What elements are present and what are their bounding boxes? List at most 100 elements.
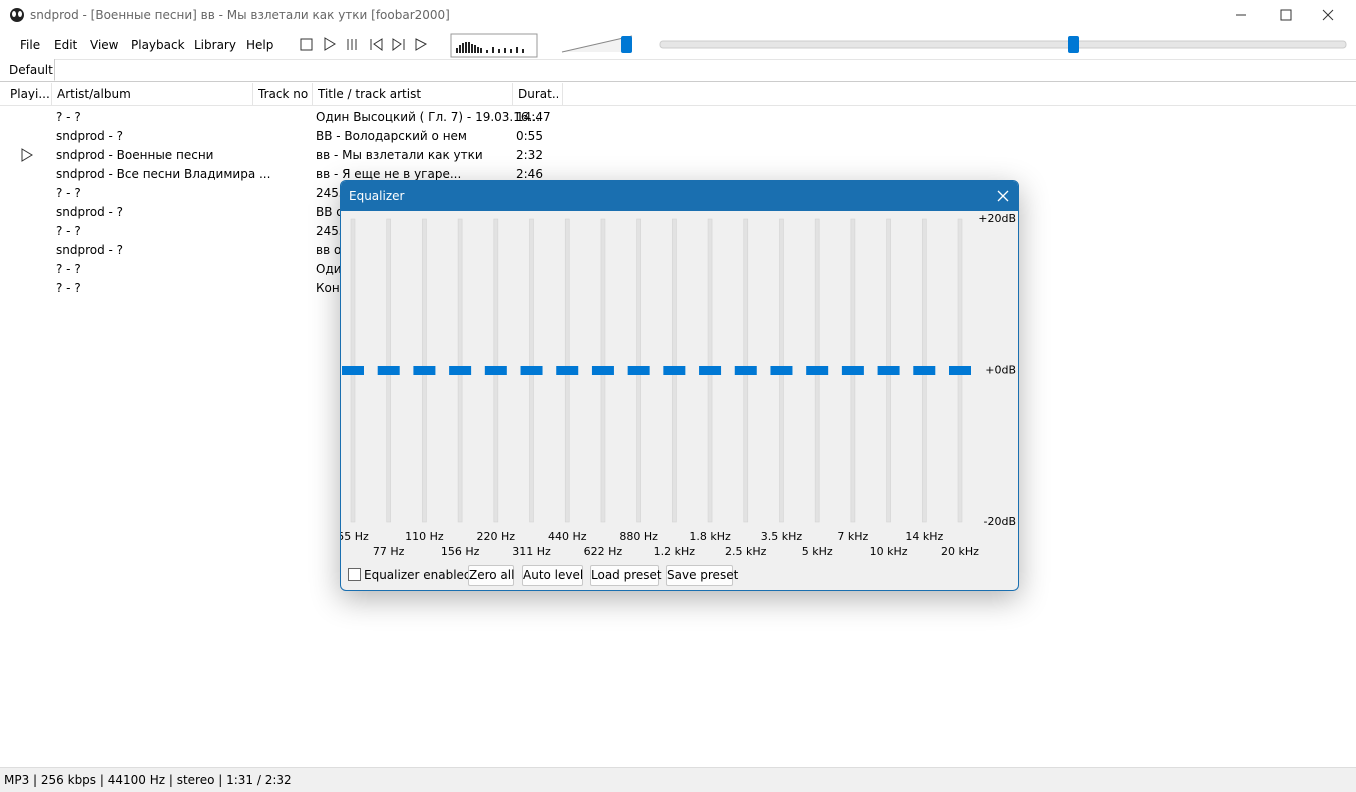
menu-item[interactable]: Edit — [54, 38, 78, 52]
slider-thumb[interactable] — [913, 366, 936, 375]
band-label: 7 kHz — [837, 530, 868, 543]
slider-thumb[interactable] — [591, 366, 614, 375]
playlist: ? - ? Один Высоцкий ( Гл. 7) - 19.03.16..… — [0, 107, 1356, 767]
dialog-close[interactable] — [996, 189, 1010, 203]
playlist-row[interactable]: sndprod - Военные песни вв - Мы взлетали … — [0, 145, 1356, 164]
title-cell: Конц — [316, 281, 348, 295]
column-divider — [312, 83, 313, 105]
column-title[interactable]: Title / track artist — [318, 88, 422, 100]
slider-thumb[interactable] — [377, 366, 400, 375]
menu-item[interactable]: Playback — [131, 38, 185, 52]
toolbar: File Edit View Playback Library Help — [0, 30, 1356, 60]
artist-cell: sndprod - ? — [56, 129, 124, 143]
tab-label: Default — [9, 63, 53, 77]
duration-cell: 2:32 — [516, 148, 543, 162]
slider-thumb[interactable] — [663, 366, 686, 375]
slider-thumb[interactable] — [484, 366, 507, 375]
slider-thumb[interactable] — [949, 366, 971, 375]
playlist-row[interactable]: ? - ? Конц — [0, 278, 1356, 297]
slider-thumb[interactable] — [770, 366, 793, 375]
slider-thumb[interactable] — [806, 366, 829, 375]
playlist-tab[interactable]: Default — [0, 59, 55, 81]
menu-item[interactable]: File — [20, 38, 41, 52]
title-cell: ВВ - Володарский о нем — [316, 129, 467, 143]
duration-cell: 0:55 — [516, 129, 543, 143]
duration-cell: 2:46 — [516, 167, 543, 181]
column-title[interactable]: Playi... — [10, 88, 50, 100]
band-label: 110 Hz — [405, 530, 444, 543]
artist-cell: ? - ? — [56, 281, 81, 295]
band-label: 880 Hz — [619, 530, 658, 543]
toolbar-controls — [300, 33, 1347, 58]
band-label: 3.5 kHz — [761, 530, 803, 543]
duration-cell: 14:47 — [516, 110, 551, 124]
menu-item[interactable]: Help — [246, 38, 274, 52]
playlist-row[interactable]: sndprod - ? ВВ о — [0, 202, 1356, 221]
title-cell: вв о — [316, 243, 342, 257]
column-divider — [252, 83, 253, 105]
enabled-label: Equalizer enabled — [364, 568, 472, 582]
menu-item[interactable]: Library — [194, 38, 236, 52]
artist-cell: ? - ? — [56, 186, 81, 200]
slider-thumb[interactable] — [699, 366, 722, 375]
column-title[interactable]: Track no — [258, 88, 308, 100]
window-title: sndprod - [Военные песни] вв - Мы взлета… — [30, 8, 450, 22]
dialog-title: Equalizer — [349, 189, 405, 203]
artist-cell: sndprod - Все песни Владимира ... — [56, 167, 271, 181]
artist-cell: sndprod - ? — [56, 205, 124, 219]
slider-thumb[interactable] — [520, 366, 543, 375]
column-title[interactable]: Artist/album — [57, 88, 131, 100]
enabled-checkbox[interactable] — [348, 568, 361, 581]
playlist-row[interactable]: ? - ? Один Высоцкий ( Гл. 7) - 19.03.16..… — [0, 107, 1356, 126]
band-label: 5 kHz — [802, 545, 833, 558]
band-label: 622 Hz — [584, 545, 623, 558]
window-controls[interactable] — [1220, 0, 1356, 30]
dialog-title-bar: Equalizer — [341, 181, 1018, 211]
slider-thumb[interactable] — [449, 366, 472, 375]
title-bar: sndprod - [Военные песни] вв - Мы взлета… — [0, 0, 1356, 30]
dialog-button[interactable]: Save preset — [666, 565, 738, 586]
status-bar: MP3 | 256 kbps | 44100 Hz | stereo | 1:3… — [0, 767, 1356, 792]
slider-thumb[interactable] — [413, 366, 436, 375]
band-label: 220 Hz — [477, 530, 516, 543]
db-label: -20dB — [984, 515, 1017, 528]
band-label: 14 kHz — [905, 530, 943, 543]
playlist-row[interactable]: sndprod - ? ВВ - Володарский о нем 0:55 — [0, 126, 1356, 145]
artist-cell: ? - ? — [56, 110, 81, 124]
menu-item[interactable]: View — [90, 38, 119, 52]
band-label: 20 kHz — [941, 545, 979, 558]
slider-thumb[interactable] — [877, 366, 900, 375]
band-label: 2.5 kHz — [725, 545, 767, 558]
playlist-row[interactable]: sndprod - Все песни Владимира ... вв - Я … — [0, 164, 1356, 183]
tab-border — [0, 81, 1356, 82]
band-label: 77 Hz — [373, 545, 405, 558]
status-text: MP3 | 256 kbps | 44100 Hz | stereo | 1:3… — [4, 773, 292, 787]
playing-icon — [21, 148, 33, 162]
playlist-row[interactable]: sndprod - ? вв о — [0, 240, 1356, 259]
playlist-row[interactable]: ? - ? 2455 — [0, 221, 1356, 240]
title-cell: вв - Мы взлетали как утки — [316, 148, 483, 162]
artist-cell: ? - ? — [56, 224, 81, 238]
slider-thumb[interactable] — [627, 366, 650, 375]
title-cell: Один Высоцкий ( Гл. 7) - 19.03.16... — [316, 110, 540, 124]
column-title[interactable]: Durat... — [518, 88, 558, 100]
playlist-row[interactable]: ? - ? Оди — [0, 259, 1356, 278]
title-cell: ВВ о — [316, 205, 344, 219]
column-divider — [562, 83, 563, 105]
slider-thumb[interactable] — [734, 366, 757, 375]
column-divider — [51, 83, 52, 105]
title-cell: 2455 — [316, 186, 347, 200]
playlist-row[interactable]: ? - ? 2455 — [0, 183, 1356, 202]
band-label: 156 Hz — [441, 545, 480, 558]
dialog-button[interactable]: Zero all — [468, 565, 514, 586]
dialog-button[interactable]: Auto level — [522, 565, 583, 586]
slider-thumb[interactable] — [342, 366, 364, 375]
slider-thumb[interactable] — [841, 366, 864, 375]
slider-thumb[interactable] — [556, 366, 579, 375]
column-header: Playi... Artist/album Track no Title / trac… — [0, 83, 1356, 106]
band-label: 10 kHz — [870, 545, 908, 558]
dialog-button[interactable]: Load preset — [590, 565, 662, 586]
title-cell: Оди — [316, 262, 342, 276]
